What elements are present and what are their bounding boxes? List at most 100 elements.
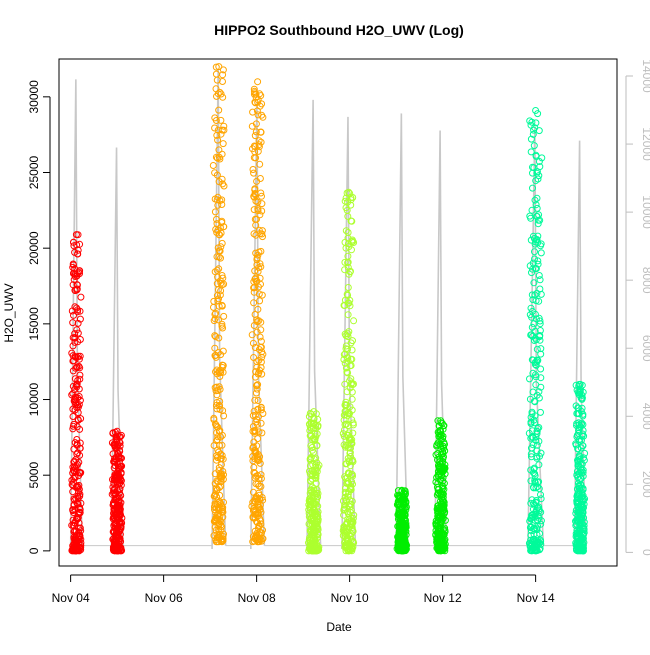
data-point [348,545,356,553]
data-point [533,524,541,532]
data-point [435,540,443,548]
data-point [256,274,264,282]
data-point [435,430,443,438]
data-point [579,388,587,396]
data-point [75,362,83,370]
data-point [257,406,265,414]
data-point [214,522,222,530]
data-point [437,547,445,555]
data-point [574,445,582,453]
data-point [116,442,124,450]
data-point [210,303,217,311]
data-point [532,499,540,507]
data-point [254,480,262,488]
data-point [256,459,264,467]
data-point [537,449,545,457]
data-point [256,260,264,268]
data-point [253,518,261,526]
data-point [310,547,318,555]
data-point [573,492,581,500]
data-point [535,514,543,522]
data-point [529,441,537,449]
data-point [537,345,545,353]
data-point [535,158,543,165]
data-points [68,63,589,555]
data-point [536,317,544,325]
data-point [348,470,356,478]
data-point [214,446,222,454]
data-point [258,429,266,437]
data-point [76,267,84,275]
data-point [579,430,587,438]
data-point [215,538,223,546]
data-point [347,514,355,522]
data-point [533,289,541,297]
data-point [217,279,225,287]
data-point [253,385,261,393]
data-point [572,381,580,389]
data-point [252,221,260,229]
data-point [346,444,354,452]
x-axis: Nov 04 Nov 06 Nov 08 Nov 10 Nov 12 Nov 14 [52,574,555,605]
data-point [115,493,123,501]
data-point [76,364,84,372]
data-point [348,395,356,403]
data-point [73,281,81,289]
data-point [348,478,356,486]
right-y-tick-label: 2000 [640,471,650,498]
data-point [215,464,223,472]
data-point [112,432,120,440]
x-tick-label: Nov 04 [52,591,90,605]
data-point [213,196,221,204]
data-point [71,506,79,513]
data-point [536,333,544,341]
data-point [71,375,79,383]
data-point [213,171,221,179]
trace-flight [395,113,409,549]
data-point [527,331,535,339]
data-point [576,547,584,555]
data-point [531,470,539,478]
data-point [342,420,350,428]
data-point [213,292,221,300]
data-point [111,441,119,449]
data-point [531,248,538,256]
data-point [212,153,220,161]
data-point [347,506,355,514]
y-tick-label: 20000 [27,231,41,265]
data-point [528,313,536,321]
data-point [215,295,222,303]
data-point [257,128,265,136]
data-point [254,502,262,509]
data-point [212,63,220,71]
data-point [69,260,77,268]
data-point [76,315,84,323]
data-point [254,251,262,259]
data-point [532,297,540,305]
data-point [112,511,120,519]
data-point [211,516,219,523]
data-point [252,389,260,397]
data-point [251,190,259,197]
data-point [398,486,406,494]
data-point [349,458,357,466]
data-point [70,528,78,536]
data-point [71,330,79,338]
data-point [440,503,448,510]
data-point [251,446,259,454]
data-point [311,527,319,535]
data-point [340,411,348,419]
data-point [252,154,260,162]
data-point [76,439,84,447]
data-point [342,401,350,409]
data-point [251,427,259,434]
data-point [110,506,118,514]
data-point [109,476,116,483]
data-point [117,470,125,478]
data-point [115,506,123,514]
data-point [526,117,534,125]
data-point [573,386,581,394]
data-point [258,111,266,119]
data-point [69,425,77,433]
data-point [395,492,402,500]
